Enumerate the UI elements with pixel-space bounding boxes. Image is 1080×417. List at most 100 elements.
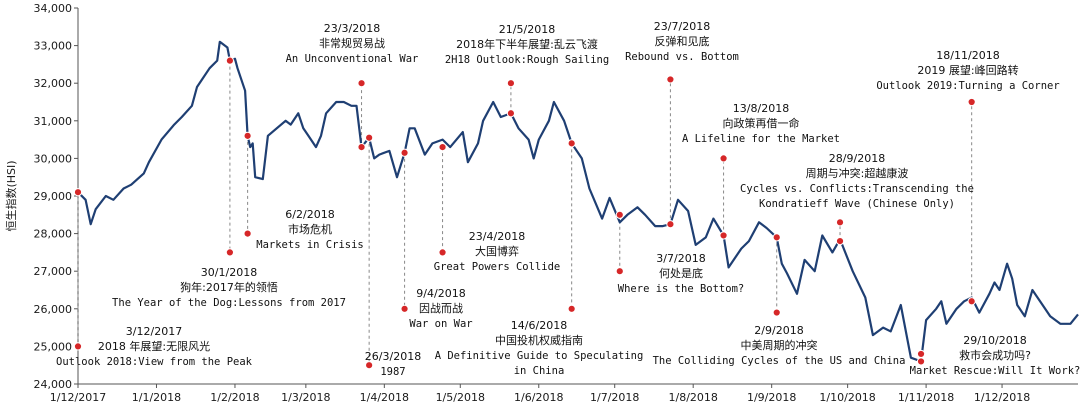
annotation-date: 3/7/2018 (656, 252, 705, 265)
annotation-title-cn: 非常规贸易战 (319, 36, 385, 50)
annotation-label-group: 26/3/2018 1987 (365, 350, 421, 378)
x-tick-label: 1/2/2018 (210, 391, 259, 404)
y-tick-label: 26,000 (34, 303, 73, 316)
annotation-marker-end (615, 267, 624, 276)
annotation-marker-on-line (835, 237, 845, 246)
annotation-marker-on-line (357, 143, 366, 152)
x-tick-label: 1/4/2018 (360, 391, 409, 404)
x-tick-label: 1/8/2018 (668, 391, 717, 404)
y-tick-label: 33,000 (34, 40, 73, 53)
annotation-marker-on-line (400, 148, 409, 157)
annotation-marker-on-line (506, 109, 516, 118)
annotation-label-group: 9/4/2018 因战而战 War on War (409, 287, 472, 330)
annotation-title-cn: 因战而战 (419, 302, 463, 315)
annotation-date: 2/9/2018 (754, 324, 803, 337)
annotation-marker-on-line (719, 231, 728, 240)
annotation-title-en: A Definitive Guide to Speculating (435, 350, 644, 362)
annotation-title-en: 1987 (380, 366, 405, 378)
annotation-date: 9/4/2018 (416, 287, 465, 300)
annotation-title-cn: 2019 展望:峰回路转 (917, 63, 1018, 77)
annotation-title-en: Outlook 2018:View from the Peak (56, 356, 253, 368)
annotation-title-en: The Year of the Dog:Lessons from 2017 (112, 297, 346, 309)
annotation-title-cn: 市场危机 (288, 222, 332, 236)
x-tick-label: 1/12/2017 (50, 391, 106, 404)
y-tick-label: 24,000 (34, 378, 73, 391)
annotation-title-en: Kondratieff Wave (Chinese Only) (759, 198, 955, 210)
annotation-title-en: in China (514, 365, 565, 377)
annotation-title-en: Market Rescue:Will It Work? (910, 365, 1080, 377)
annotation-marker-end (400, 304, 409, 313)
annotation-title-cn: 狗年:2017年的领悟 (180, 280, 278, 294)
annotation-date: 23/3/2018 (324, 22, 380, 35)
annotation-date: 13/8/2018 (733, 102, 789, 115)
annotation-title-en: The Colliding Cycles of the US and China (653, 355, 906, 367)
annotation-marker-on-line (615, 210, 624, 219)
annotation-date: 6/2/2018 (285, 208, 334, 221)
annotation-title-cn: 救市会成功吗? (959, 348, 1031, 362)
y-tick-label: 32,000 (34, 77, 73, 90)
annotation-marker-on-line (666, 220, 675, 229)
y-tick-label: 31,000 (34, 115, 73, 128)
x-tick-label: 1/1/2018 (132, 391, 181, 404)
annotation-title-en: An Unconventional War (286, 53, 419, 65)
y-tick-label: 25,000 (34, 340, 73, 353)
annotation-title-en: Markets in Crisis (256, 239, 363, 251)
annotation-date: 29/10/2018 (963, 334, 1026, 347)
x-tick-label: 1/7/2018 (590, 391, 639, 404)
annotation-marker-on-line (772, 233, 781, 242)
annotation-date: 26/3/2018 (365, 350, 421, 363)
annotation-date: 23/4/2018 (469, 230, 525, 243)
annotation-marker-on-line (438, 143, 447, 152)
annotation-marker-end (967, 97, 976, 107)
hsi-series-line (77, 40, 1079, 363)
x-tick-label: 1/10/2018 (819, 391, 875, 404)
annotation-marker-end (506, 79, 516, 88)
annotation-title-en: Where is the Bottom? (618, 283, 744, 295)
annotation-title-en: 2H18 Outlook:Rough Sailing (445, 54, 609, 66)
annotation-title-cn: 大国博弈 (475, 244, 519, 258)
annotation-marker-end (835, 218, 845, 227)
annotation-title-en: Rebound vs. Bottom (625, 51, 739, 63)
annotation-date: 3/12/2017 (126, 325, 182, 338)
x-tick-label: 1/9/2018 (747, 391, 796, 404)
annotation-title-cn: 中国投机权威指南 (495, 333, 583, 347)
annotation-marker-end (225, 248, 234, 257)
annotation-guides (77, 60, 973, 366)
axes-layer: 24,000 25,000 26,000 27,000 28,000 29,000 30,0… (34, 2, 1078, 404)
annotation-marker-on-line (567, 139, 576, 148)
annotation-marker-on-line (967, 297, 976, 306)
annotation-title-cn: 反弹和见底 (655, 34, 710, 48)
y-tick-label: 29,000 (34, 190, 73, 203)
annotation-markers (73, 56, 976, 370)
annotation-title-cn: 中美周期的冲突 (741, 338, 818, 352)
x-tick-label: 1/5/2018 (436, 391, 485, 404)
annotation-title-en: Great Powers Collide (434, 261, 560, 273)
annotation-title-en: Outlook 2019:Turning a Corner (876, 80, 1059, 92)
annotation-marker-on-line (73, 188, 83, 197)
y-tick-label: 30,000 (34, 152, 73, 165)
annotation-date: 14/6/2018 (511, 319, 567, 332)
annotation-marker-end (719, 154, 728, 163)
series-layer (77, 40, 1079, 363)
annotation-marker-on-line (916, 349, 926, 359)
annotation-date: 30/1/2018 (201, 266, 257, 279)
annotation-marker-end (772, 308, 781, 317)
x-tick-label: 1/6/2018 (514, 391, 563, 404)
x-tick-label: 1/3/2018 (281, 391, 330, 404)
annotation-date: 21/5/2018 (499, 23, 555, 36)
annotation-title-en: War on War (409, 318, 472, 330)
annotation-date: 18/11/2018 (936, 49, 999, 62)
y-tick-label: 28,000 (34, 228, 73, 241)
